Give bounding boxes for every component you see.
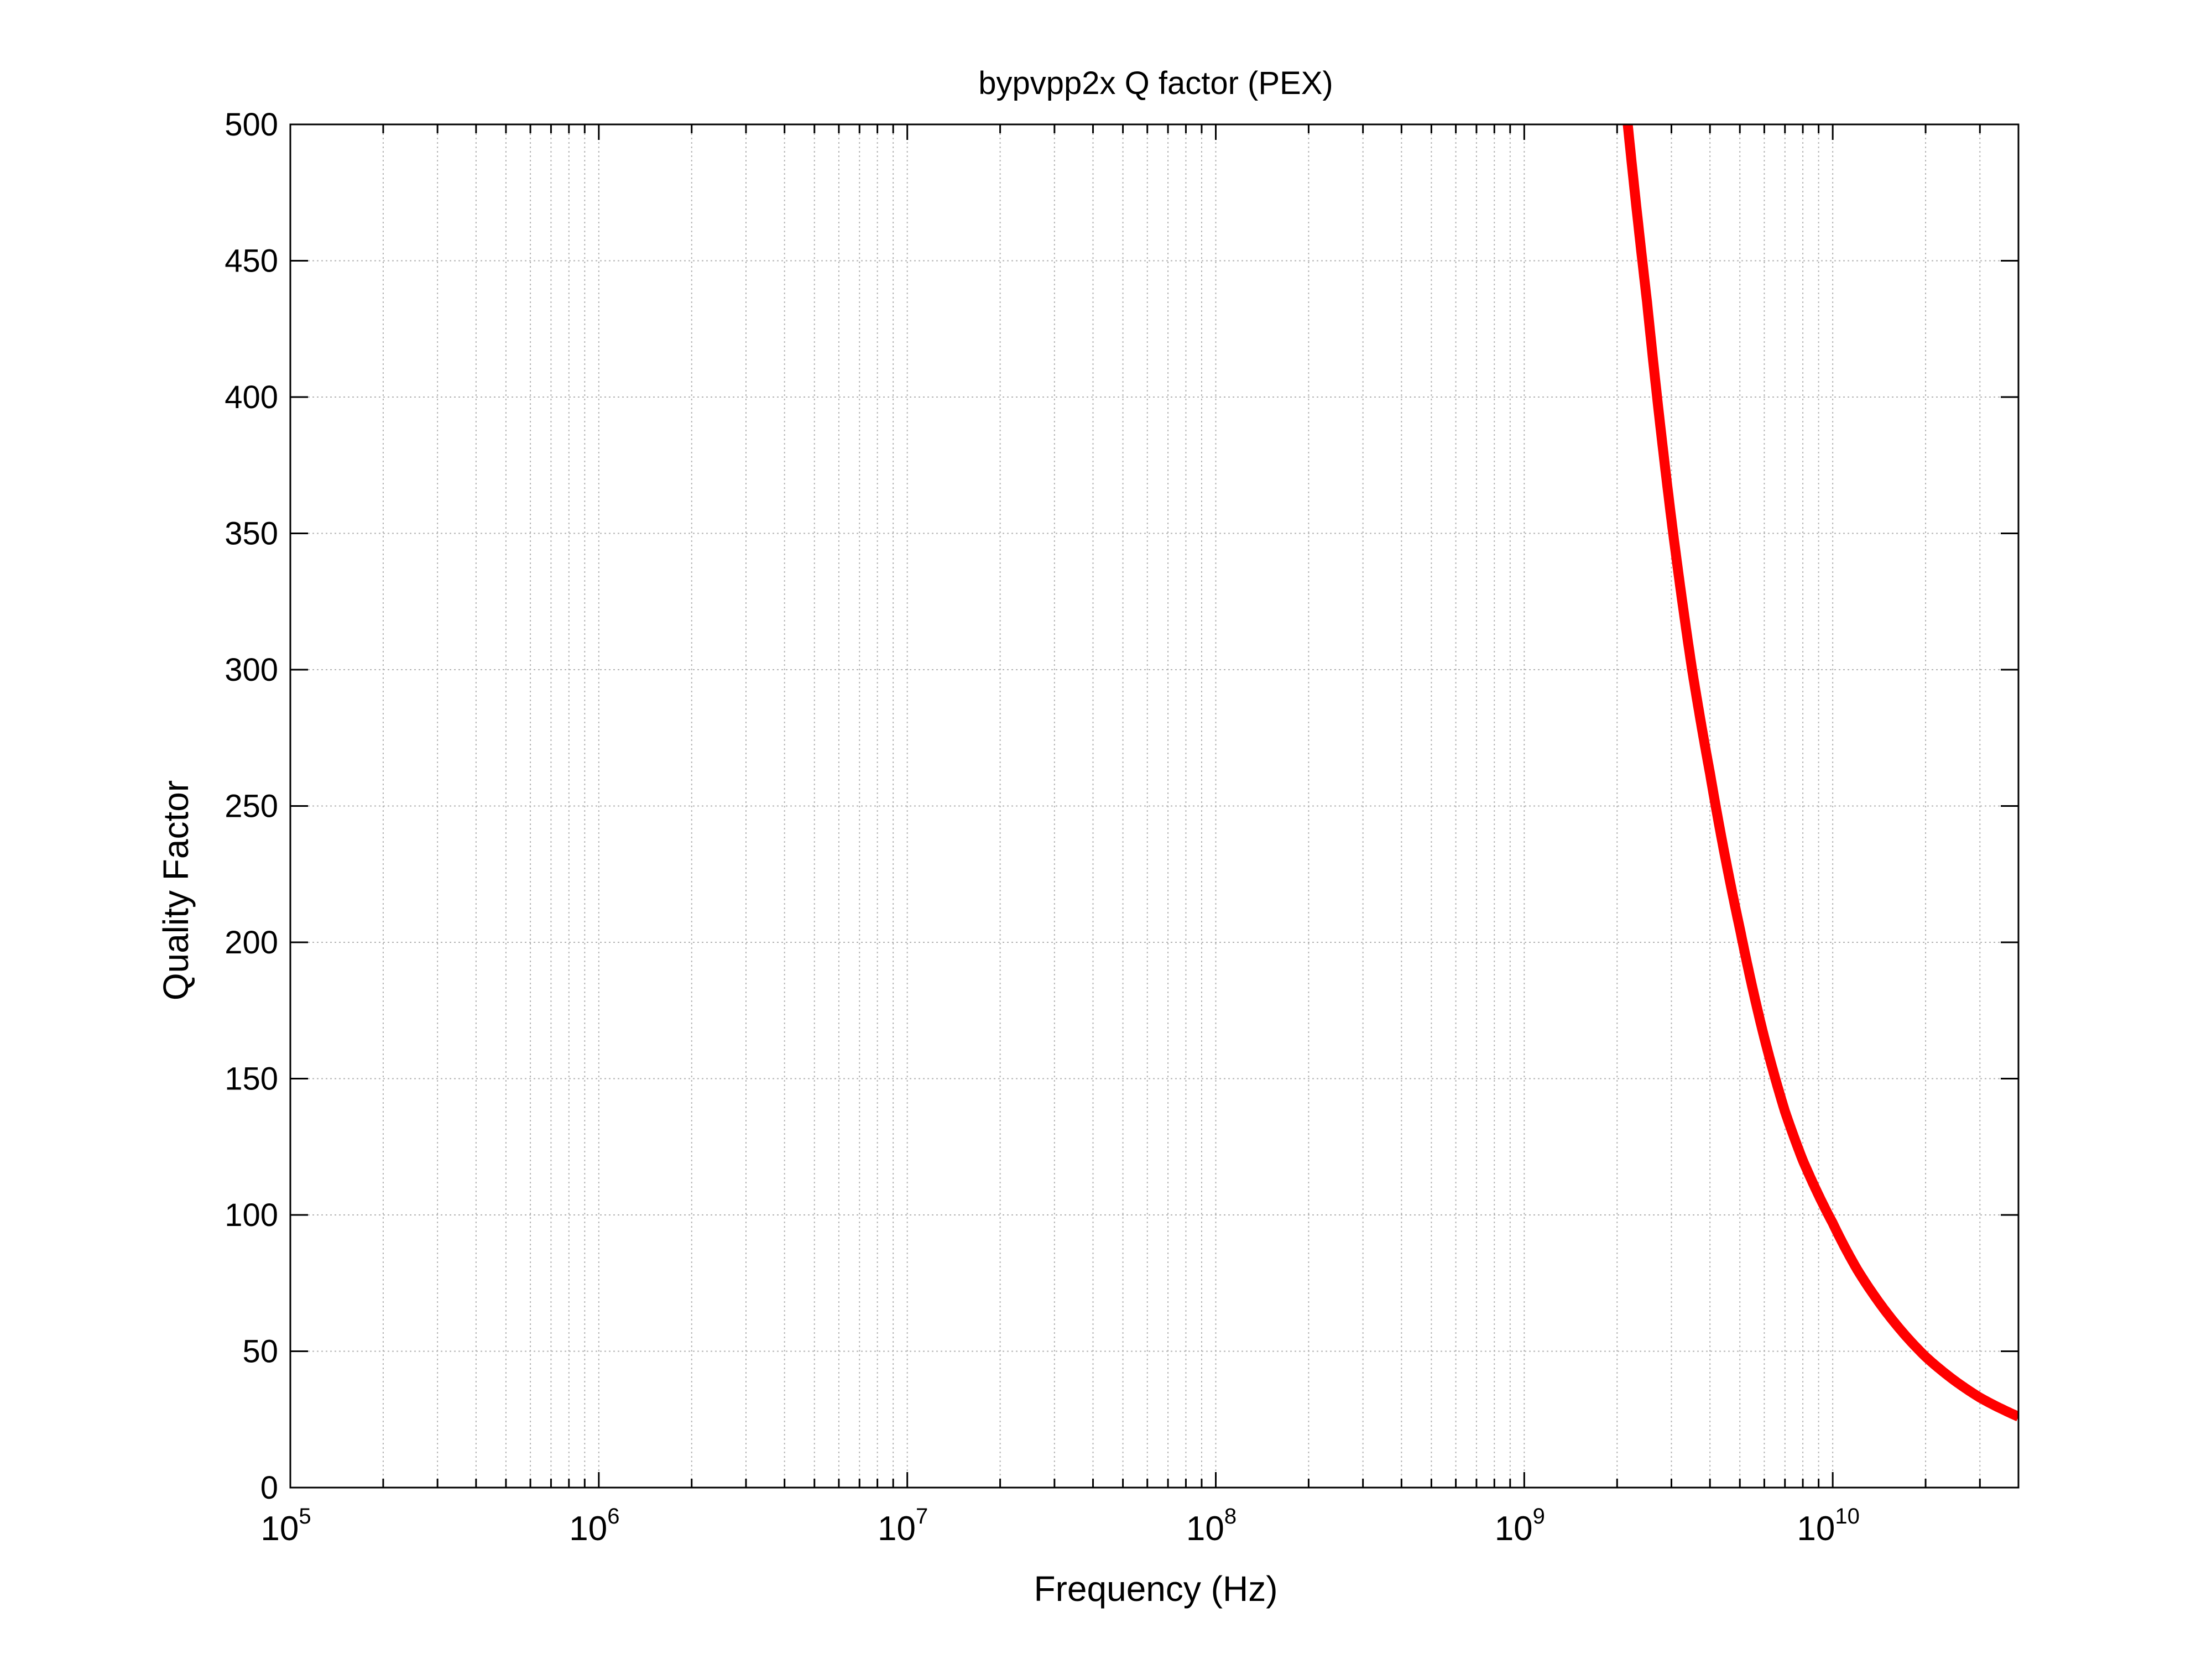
- y-tick-label: 500: [225, 107, 278, 143]
- y-tick-label: 50: [242, 1334, 278, 1370]
- y-tick-label: 0: [260, 1470, 278, 1506]
- y-tick-label: 350: [225, 516, 278, 552]
- x-tick-label: 107: [878, 1504, 928, 1548]
- y-tick-label: 100: [225, 1197, 278, 1233]
- y-tick-label: 300: [225, 652, 278, 688]
- x-tick-label: 106: [569, 1504, 619, 1548]
- y-tick-label: 400: [225, 379, 278, 415]
- x-tick-label: 108: [1186, 1504, 1237, 1548]
- x-tick-label: 109: [1495, 1504, 1545, 1548]
- tick-labels: 0 50 100 150 200 250 300 350 400 450 500 105 106 107 1…: [225, 107, 1860, 1548]
- x-axis-label: Frequency (Hz): [1034, 1569, 1278, 1609]
- data-series: [1623, 124, 2018, 1422]
- y-axis-label: Quality Factor: [156, 780, 196, 1000]
- x-tick-label: 1010: [1797, 1504, 1859, 1548]
- y-tick-label: 450: [225, 243, 278, 279]
- plot-frame: [289, 123, 2020, 1489]
- grid-lines: [290, 124, 2018, 1488]
- x-tick-label: 105: [260, 1504, 311, 1548]
- y-tick-label: 150: [225, 1061, 278, 1097]
- y-tick-label: 250: [225, 789, 278, 825]
- y-tick-label: 200: [225, 925, 278, 961]
- chart-title: bypvpp2x Q factor (PEX): [978, 65, 1333, 101]
- q-factor-series-line: [1623, 124, 2018, 1422]
